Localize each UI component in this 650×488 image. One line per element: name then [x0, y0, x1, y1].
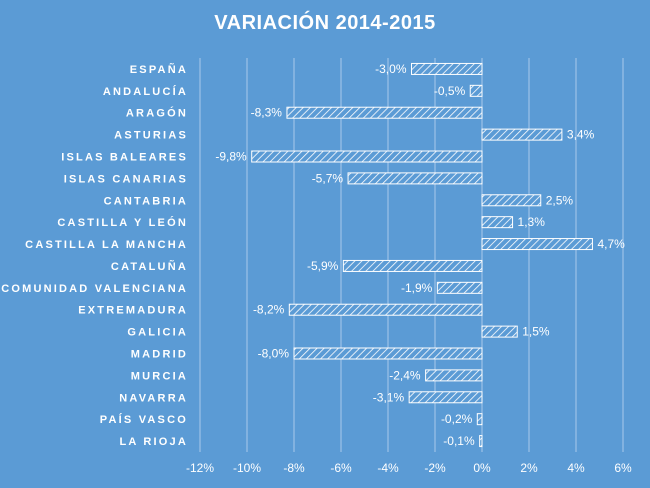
data-label: -9,8%	[215, 150, 247, 164]
label-layer: -12% -10% -8% -6% -4% -2% 0% 2% 4% 6% ESPAÑA -3,0% A…	[1, 62, 632, 475]
bar	[481, 325, 518, 338]
bar	[342, 259, 483, 272]
x-tick-label: -6%	[330, 461, 352, 475]
data-label: -8,2%	[253, 303, 285, 317]
category-label: PAÍS VASCO	[100, 413, 188, 426]
data-label: -0,5%	[434, 84, 466, 98]
x-tick-label: 4%	[567, 461, 585, 475]
bar	[479, 435, 483, 448]
category-label: ANDALUCÍA	[103, 85, 188, 98]
category-label: ASTURIAS	[114, 130, 188, 142]
bar	[347, 172, 483, 185]
data-label: -8,3%	[251, 106, 283, 120]
bar	[481, 194, 542, 207]
category-label: ESPAÑA	[130, 63, 188, 76]
grid-layer	[199, 58, 624, 452]
category-label: ARAGÓN	[126, 107, 188, 120]
category-label: LA RIOJA	[119, 436, 188, 448]
bar	[286, 106, 483, 119]
x-tick-label: -4%	[377, 461, 399, 475]
data-label: 1,5%	[522, 325, 550, 339]
bar	[293, 347, 483, 360]
bar	[288, 303, 483, 316]
category-label: GALICIA	[127, 327, 188, 339]
chart-title: VARIACIÓN 2014-2015	[214, 12, 436, 34]
bar	[436, 281, 483, 294]
x-tick-label: 6%	[614, 461, 632, 475]
data-label: 4,7%	[597, 237, 625, 251]
data-label: -2,4%	[389, 368, 421, 382]
bar-layer	[251, 62, 593, 448]
data-label: -1,9%	[401, 281, 433, 295]
x-tick-label: -10%	[233, 461, 261, 475]
bar	[408, 391, 483, 404]
category-label: ISLAS BALEARES	[61, 152, 188, 164]
data-label: -3,0%	[375, 62, 407, 76]
category-label: COMUNIDAD VALENCIANA	[1, 283, 188, 295]
data-label: -3,1%	[373, 390, 405, 404]
bar	[411, 62, 483, 75]
x-tick-label: -2%	[424, 461, 446, 475]
data-label: -8,0%	[258, 347, 290, 361]
x-tick-label: -12%	[186, 461, 214, 475]
category-label: ISLAS CANARIAS	[64, 173, 188, 185]
data-label: -0,1%	[443, 434, 475, 448]
bar	[469, 84, 483, 97]
bar	[425, 369, 483, 382]
bar	[481, 128, 563, 141]
category-label: CASTILLA Y LEÓN	[57, 216, 188, 229]
x-tick-label: 0%	[473, 461, 491, 475]
category-label: CANTABRIA	[104, 195, 188, 207]
data-label: -5,7%	[312, 171, 344, 185]
category-label: NAVARRA	[119, 392, 188, 404]
data-label: 2,5%	[546, 193, 574, 207]
category-label: MADRID	[131, 349, 188, 361]
bar	[476, 413, 483, 426]
x-tick-label: 2%	[520, 461, 538, 475]
bar	[481, 216, 514, 229]
bar	[251, 150, 483, 163]
category-label: CASTILLA LA MANCHA	[25, 239, 188, 251]
data-label: -5,9%	[307, 259, 339, 273]
x-tick-label: -8%	[283, 461, 305, 475]
category-label: EXTREMADURA	[78, 305, 188, 317]
data-label: 3,4%	[567, 128, 595, 142]
data-label: 1,3%	[518, 215, 546, 229]
data-label: -0,2%	[441, 412, 473, 426]
bar	[481, 238, 593, 251]
category-label: CATALUÑA	[111, 260, 188, 273]
category-label: MURCIA	[131, 370, 188, 382]
